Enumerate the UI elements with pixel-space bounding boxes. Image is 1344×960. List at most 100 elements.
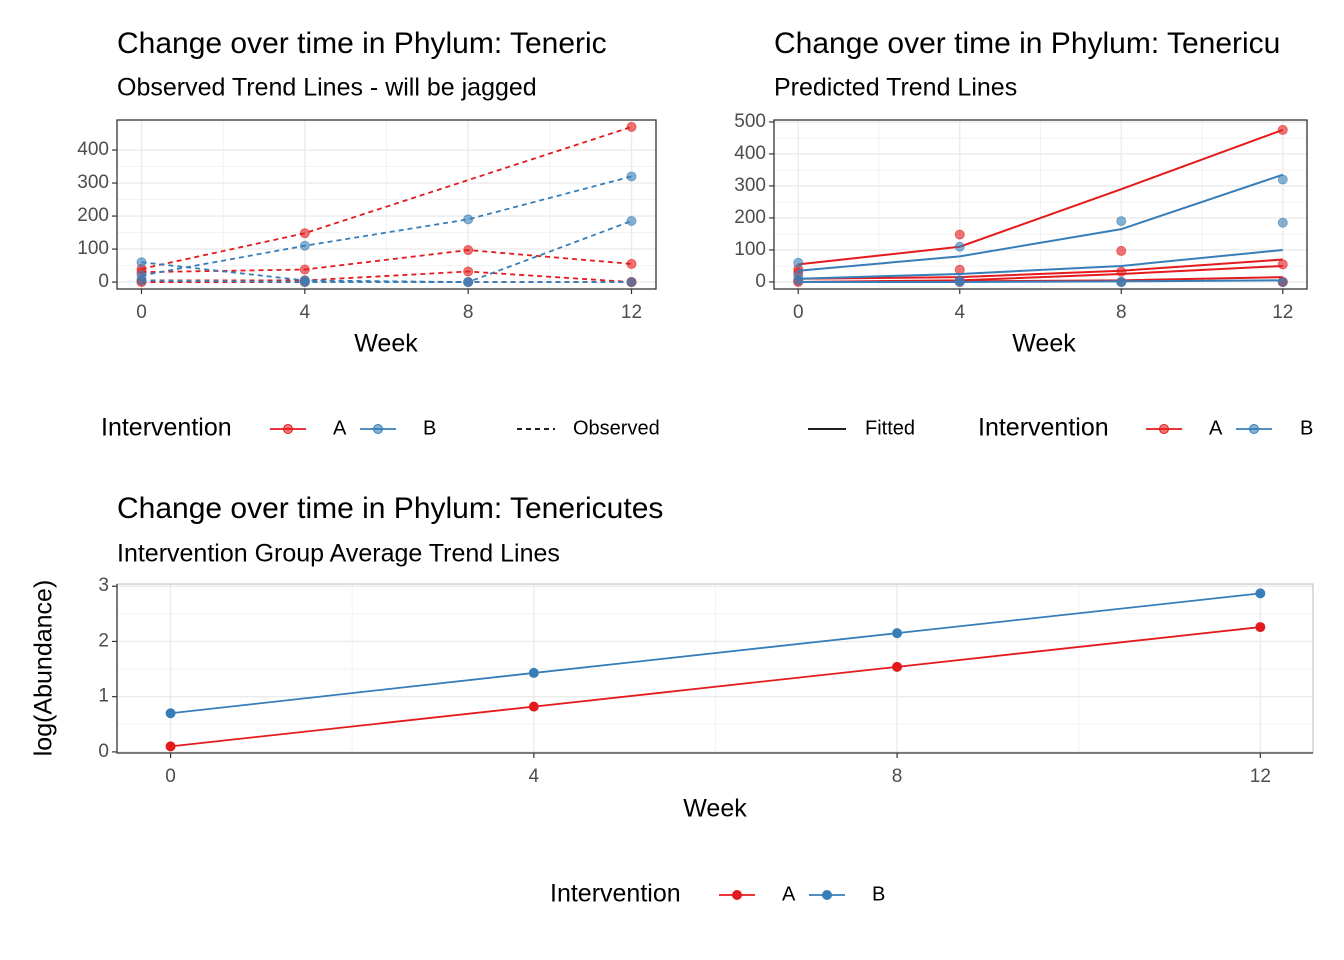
y-tick-label: 3 (98, 575, 109, 596)
legend-label: A (1209, 417, 1223, 439)
y-tick-label: 200 (734, 207, 766, 228)
x-tick-label: 12 (621, 302, 642, 323)
data-point (528, 701, 539, 712)
legend-label: B (423, 417, 436, 439)
data-point (793, 257, 804, 268)
x-tick-label: 0 (136, 302, 147, 323)
x-tick-label: 8 (463, 302, 474, 323)
chart-title: Change over time in Phylum: Tenericutes (117, 492, 663, 525)
trend-line (170, 592, 1261, 715)
y-tick-label: 500 (734, 111, 766, 132)
x-axis-title: Week (354, 330, 418, 358)
data-point (1255, 588, 1266, 599)
x-tick-label: 12 (1272, 302, 1293, 323)
x-axis-title: Week (1012, 330, 1076, 358)
legend-label: Observed (573, 417, 660, 439)
trend-line (141, 175, 632, 277)
legend-key-point (1159, 424, 1169, 434)
data-point (463, 214, 474, 225)
x-tick-label: 12 (1250, 766, 1271, 787)
y-tick-label: 0 (98, 271, 109, 292)
plot-frame (773, 119, 1308, 290)
data-point (299, 240, 310, 251)
legend-title: Intervention (978, 414, 1109, 442)
data-point (626, 216, 637, 227)
data-point (1277, 276, 1288, 287)
data-point (626, 171, 637, 182)
legend-key-point (373, 424, 383, 434)
legend-label: B (1300, 417, 1313, 439)
data-point (463, 266, 474, 277)
x-tick-label: 4 (300, 302, 311, 323)
y-tick-label: 100 (734, 239, 766, 260)
chart-subtitle: Intervention Group Average Trend Lines (117, 540, 560, 568)
y-tick-label: 0 (755, 271, 766, 292)
legend-key-point (1249, 424, 1259, 434)
y-tick-label: 0 (98, 741, 109, 762)
data-point (954, 229, 965, 240)
data-point (299, 228, 310, 239)
y-tick-label: 1 (98, 686, 109, 707)
x-tick-label: 8 (1116, 302, 1127, 323)
data-point (1116, 216, 1127, 227)
fitted-line (798, 279, 1283, 283)
data-point (892, 628, 903, 639)
fitted-line (798, 258, 1283, 280)
x-tick-label: 4 (529, 766, 540, 787)
x-tick-label: 4 (954, 302, 965, 323)
legend-key-point (732, 890, 742, 900)
data-point (463, 277, 474, 288)
data-point (1255, 622, 1266, 633)
y-tick-label: 400 (734, 143, 766, 164)
data-point (165, 741, 176, 752)
data-point (165, 708, 176, 719)
chart-title: Change over time in Phylum: Tenericu (774, 27, 1280, 60)
chart-subtitle: Predicted Trend Lines (774, 74, 1017, 102)
x-tick-label: 0 (793, 302, 804, 323)
data-point (793, 275, 804, 286)
trend-line (141, 126, 632, 270)
fitted-line (798, 248, 1283, 280)
y-tick-label: 300 (734, 175, 766, 196)
y-tick-label: 2 (98, 630, 109, 651)
data-point (626, 121, 637, 132)
y-tick-label: 300 (77, 172, 109, 193)
axis-line (116, 584, 1313, 754)
data-point (1277, 217, 1288, 228)
chart-subtitle: Observed Trend Lines - will be jagged (117, 74, 537, 102)
data-point (136, 257, 147, 268)
data-point (463, 245, 474, 256)
y-tick-label: 200 (77, 205, 109, 226)
trend-line (141, 279, 632, 283)
fitted-line (798, 128, 1284, 266)
data-point (1277, 259, 1288, 270)
legend-label: Fitted (865, 417, 915, 439)
legend-key-point (822, 890, 832, 900)
data-point (954, 241, 965, 252)
plot-frame (116, 119, 657, 290)
data-point (299, 264, 310, 275)
data-point (136, 275, 147, 286)
x-tick-label: 0 (165, 766, 176, 787)
chart-title: Change over time in Phylum: Teneric (117, 27, 607, 60)
data-point (892, 661, 903, 672)
fitted-line (798, 173, 1284, 272)
y-tick-label: 100 (77, 238, 109, 259)
data-point (626, 277, 637, 288)
x-axis-title: Week (683, 795, 747, 823)
y-axis-title: log(Abundance) (30, 580, 58, 757)
data-point (1116, 245, 1127, 256)
y-tick-label: 400 (77, 139, 109, 160)
data-point (528, 667, 539, 678)
legend-key-point (283, 424, 293, 434)
legend-title: Intervention (550, 880, 681, 908)
data-point (626, 258, 637, 269)
data-point (299, 277, 310, 288)
legend-label: B (872, 883, 885, 905)
legend-label: A (782, 883, 796, 905)
x-tick-label: 8 (892, 766, 903, 787)
legend-title: Intervention (101, 414, 232, 442)
legend-label: A (333, 417, 347, 439)
trend-line (170, 626, 1261, 748)
